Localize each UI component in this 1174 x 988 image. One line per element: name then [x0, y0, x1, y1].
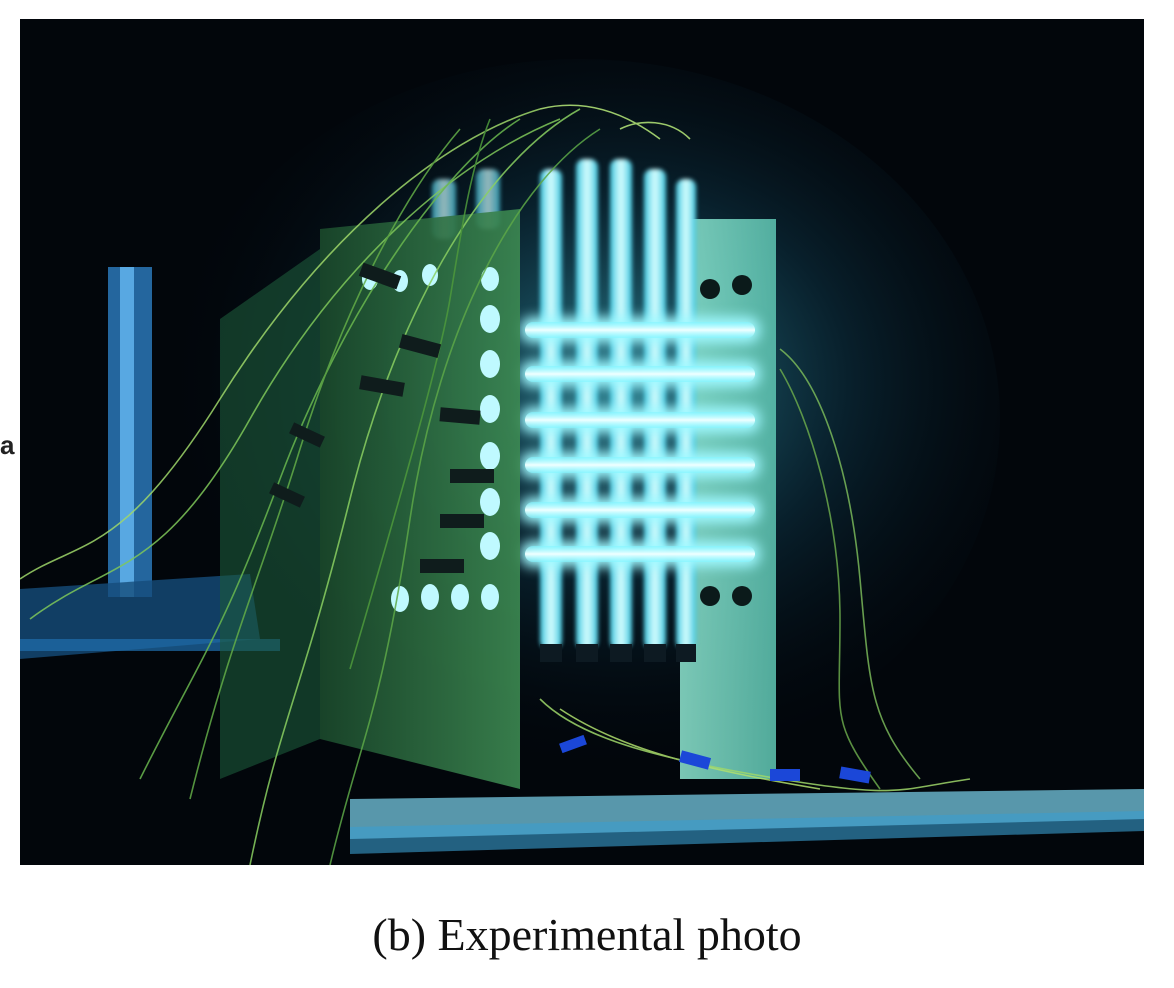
left-panel-holes: [362, 264, 500, 612]
tube-caps: [540, 644, 696, 662]
horizontal-tubes: [525, 322, 755, 562]
experimental-photo: [20, 19, 1144, 865]
connectors: [269, 262, 494, 573]
left-panel: [220, 209, 520, 789]
base-plate: [350, 789, 1144, 854]
figure-caption: (b) Experimental photo: [372, 909, 802, 960]
blue-clips: [559, 734, 871, 784]
tube-array-illustration: [20, 59, 1144, 865]
left-frame: [20, 267, 280, 659]
cropped-side-label: a: [0, 430, 15, 460]
